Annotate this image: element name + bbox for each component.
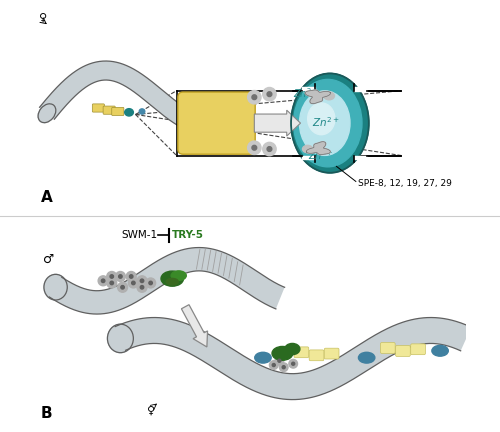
Ellipse shape (161, 271, 184, 286)
Ellipse shape (272, 346, 293, 360)
Polygon shape (302, 87, 315, 91)
Text: TRY-5: TRY-5 (172, 230, 204, 241)
Circle shape (149, 281, 152, 285)
Circle shape (262, 142, 276, 156)
Polygon shape (354, 156, 366, 159)
Circle shape (146, 278, 156, 288)
Circle shape (116, 272, 126, 282)
Circle shape (98, 276, 108, 286)
Ellipse shape (285, 343, 300, 355)
Text: SPE-8, 12, 19, 27, 29: SPE-8, 12, 19, 27, 29 (358, 179, 452, 188)
Circle shape (128, 278, 138, 288)
Circle shape (137, 283, 147, 292)
Text: SWM-1: SWM-1 (121, 230, 157, 241)
Text: Zn$^{2+}$: Zn$^{2+}$ (308, 148, 334, 162)
FancyBboxPatch shape (410, 344, 426, 355)
Polygon shape (305, 90, 330, 104)
Circle shape (121, 286, 124, 289)
FancyArrow shape (254, 110, 300, 136)
FancyBboxPatch shape (396, 346, 410, 356)
Ellipse shape (108, 324, 134, 353)
Circle shape (107, 272, 117, 282)
FancyBboxPatch shape (380, 343, 395, 353)
FancyBboxPatch shape (112, 107, 124, 116)
Circle shape (280, 363, 288, 372)
FancyBboxPatch shape (324, 348, 339, 359)
Circle shape (248, 90, 261, 104)
Circle shape (140, 286, 143, 289)
Circle shape (107, 278, 117, 288)
Circle shape (118, 283, 128, 292)
Circle shape (292, 362, 294, 365)
Polygon shape (302, 156, 315, 159)
Text: A: A (40, 190, 52, 205)
Ellipse shape (44, 274, 68, 300)
Circle shape (267, 147, 272, 151)
Polygon shape (115, 318, 472, 400)
FancyBboxPatch shape (103, 106, 115, 114)
Ellipse shape (302, 145, 313, 153)
Ellipse shape (432, 346, 448, 356)
Circle shape (102, 279, 105, 283)
Text: ♀: ♀ (40, 12, 48, 22)
Ellipse shape (308, 103, 335, 135)
Polygon shape (354, 87, 366, 91)
Text: ♀: ♀ (146, 405, 154, 416)
Ellipse shape (139, 109, 145, 114)
Text: B: B (40, 406, 52, 421)
Circle shape (252, 95, 256, 99)
Ellipse shape (358, 353, 375, 363)
Text: Zn$^{2+}$: Zn$^{2+}$ (312, 115, 340, 129)
Circle shape (110, 275, 114, 278)
Ellipse shape (300, 91, 350, 156)
Ellipse shape (124, 108, 134, 116)
Circle shape (278, 359, 281, 362)
FancyBboxPatch shape (178, 92, 255, 154)
Circle shape (272, 364, 276, 366)
FancyBboxPatch shape (92, 104, 104, 112)
Circle shape (110, 281, 114, 285)
Circle shape (282, 365, 285, 368)
Ellipse shape (171, 271, 186, 280)
Ellipse shape (291, 73, 369, 173)
Text: ♂: ♂ (44, 253, 54, 266)
Circle shape (126, 272, 136, 282)
Circle shape (270, 361, 278, 369)
Circle shape (130, 275, 133, 278)
FancyBboxPatch shape (294, 347, 309, 358)
Circle shape (140, 279, 143, 283)
Circle shape (289, 359, 298, 368)
Ellipse shape (38, 104, 56, 123)
FancyArrow shape (182, 305, 208, 347)
Polygon shape (306, 142, 330, 155)
Ellipse shape (324, 92, 334, 100)
Circle shape (118, 275, 122, 278)
Text: Zn$^{2+}$: Zn$^{2+}$ (294, 86, 319, 100)
Polygon shape (50, 248, 284, 314)
Ellipse shape (294, 79, 362, 167)
Circle shape (262, 87, 276, 101)
Circle shape (275, 356, 283, 365)
FancyBboxPatch shape (309, 350, 324, 361)
Circle shape (267, 92, 272, 96)
Ellipse shape (255, 353, 271, 363)
Circle shape (252, 145, 256, 150)
Ellipse shape (166, 278, 178, 285)
Circle shape (137, 276, 147, 286)
Circle shape (248, 141, 261, 155)
Polygon shape (40, 61, 212, 135)
Circle shape (132, 281, 135, 285)
